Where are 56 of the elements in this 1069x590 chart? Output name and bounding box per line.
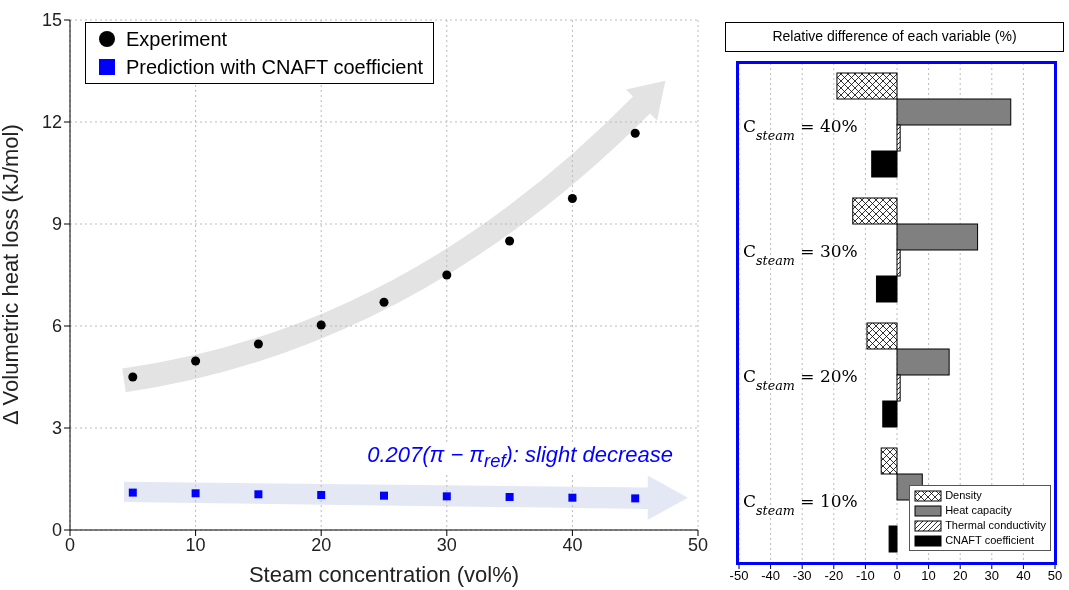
point (253, 339, 263, 349)
legend-label: Thermal conductivity (945, 518, 1046, 533)
bar (888, 525, 898, 553)
x-tick-label: 40 (562, 534, 583, 555)
legend-label: CNAFT coefficient (945, 533, 1034, 548)
x-tick-label: 10 (185, 534, 206, 555)
point (568, 493, 577, 502)
x-tick-label: -30 (792, 568, 812, 584)
x-tick-label: -40 (761, 568, 780, 584)
point (128, 488, 137, 497)
point (442, 270, 452, 280)
x-tick-label: 10 (921, 568, 936, 584)
x-tick-label: 50 (1047, 568, 1063, 584)
y-tick-label: 6 (51, 316, 62, 337)
y-axis-title: Δ Volumetric heat loss (kJ/mol) (0, 124, 23, 425)
annotation: 0.207(π − π$_{ref}$): slight decrease (365, 441, 676, 472)
point (316, 320, 326, 330)
chart-title: Relative difference of each variable (%) (725, 22, 1064, 52)
point (442, 492, 451, 501)
y-tick-label: 3 (51, 418, 62, 439)
point (379, 297, 389, 307)
point (505, 493, 514, 502)
y-tick-label: 0 (51, 520, 62, 541)
point (567, 193, 577, 204)
y-tick-label: 9 (51, 214, 62, 235)
point (191, 356, 201, 366)
point (630, 128, 640, 138)
y-tick-label: 15 (41, 10, 62, 31)
point (128, 372, 138, 382)
legend-label: Density (945, 488, 982, 503)
y-tick-label: 12 (41, 112, 62, 133)
point (317, 490, 326, 499)
point (631, 494, 640, 503)
x-axis-title: Steam concentration (vol%) (248, 562, 520, 587)
point (191, 489, 200, 498)
legend-label: Experiment (126, 27, 228, 52)
x-tick-label: 0 (893, 568, 901, 584)
y-tick-label: C$_{steam}$ = 30% (743, 240, 858, 267)
x-tick-label: -50 (729, 568, 749, 584)
x-tick-label: 40 (1016, 568, 1031, 584)
x-tick-label: 30 (436, 534, 457, 555)
point (505, 236, 515, 246)
x-tick-label: -20 (824, 568, 844, 584)
point (380, 491, 388, 500)
x-tick-label: 50 (687, 534, 709, 555)
y-tick-label: C$_{steam}$ = 20% (743, 365, 858, 392)
x-tick-label: 0 (64, 534, 76, 555)
x-tick-label: 30 (984, 568, 1000, 584)
y-tick-label: C$_{steam}$ = 10% (743, 490, 858, 517)
legend-label: Heat capacity (945, 503, 1012, 518)
x-tick-label: 20 (952, 568, 968, 584)
point (254, 490, 263, 499)
legend-label: Prediction with CNAFT coefficient (126, 55, 424, 80)
y-tick-label: C$_{steam}$ = 40% (743, 115, 858, 142)
x-tick-label: 20 (311, 534, 332, 555)
x-tick-label: -10 (856, 568, 875, 584)
